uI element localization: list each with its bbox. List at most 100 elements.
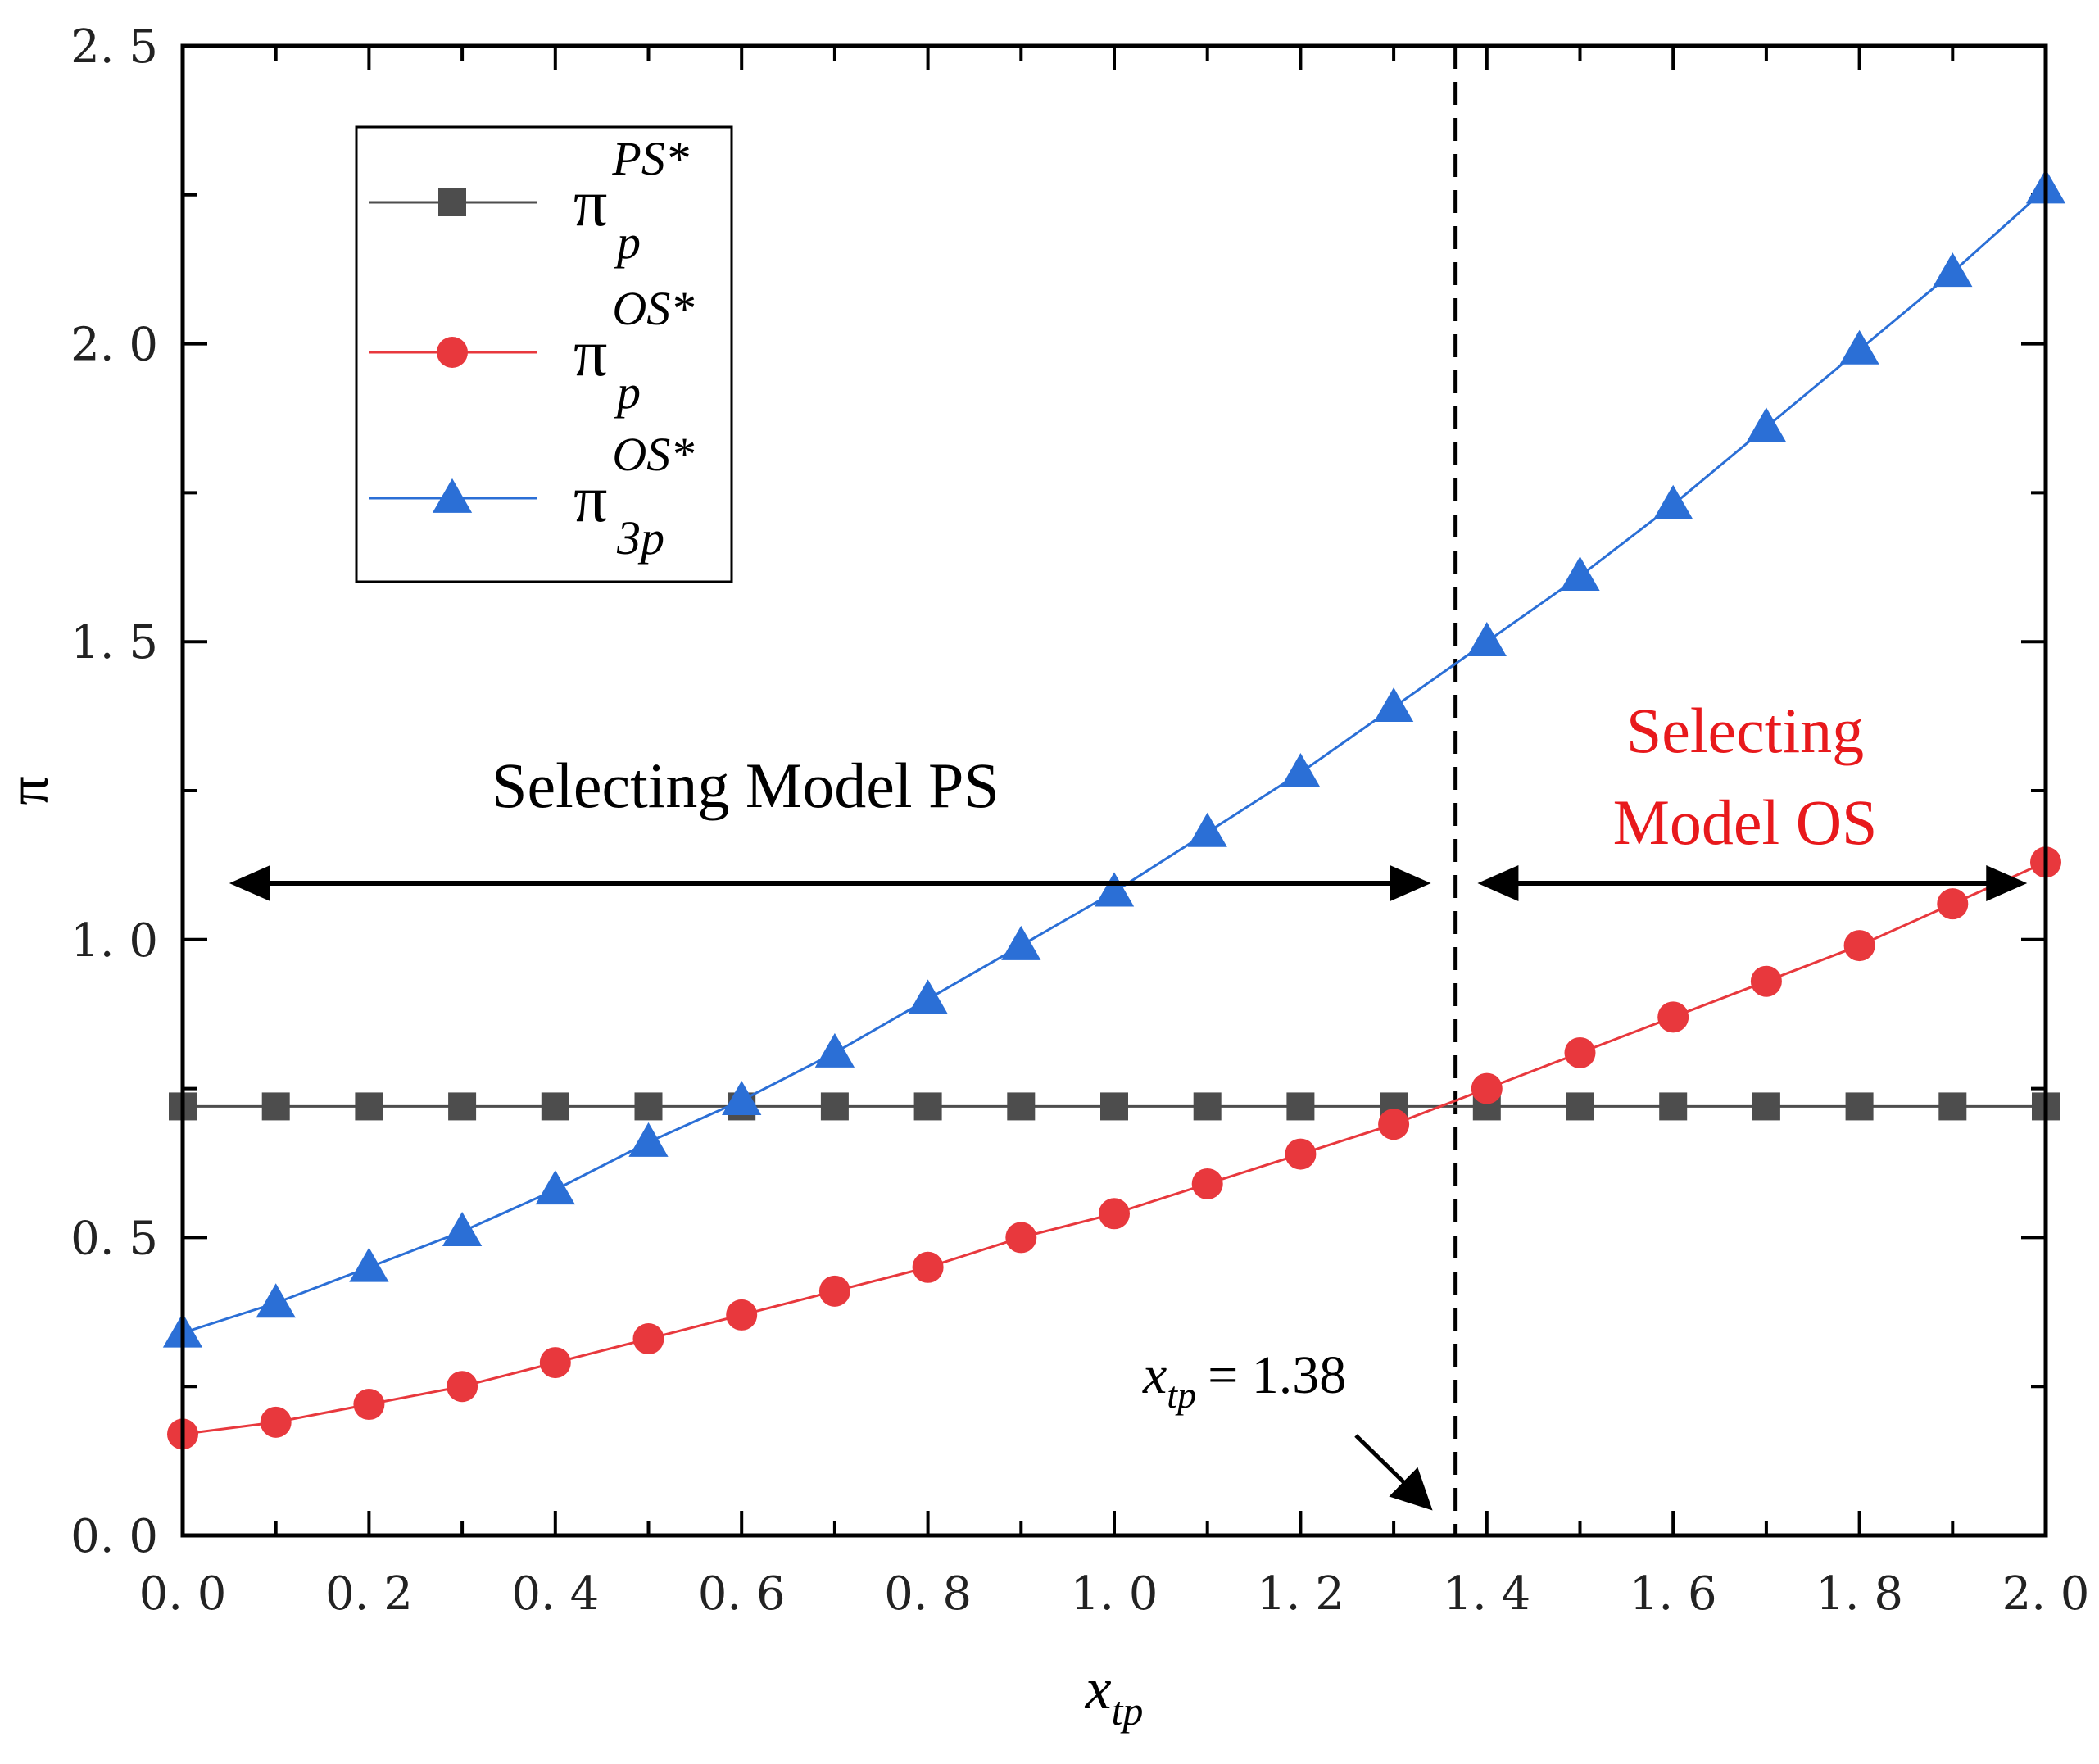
series-square xyxy=(169,1092,2060,1121)
arrow-head-left xyxy=(1477,865,1519,901)
x-tick-label: 1. 2 xyxy=(1257,1567,1344,1621)
arrow-head-left xyxy=(229,865,270,901)
data-point-square xyxy=(1938,1092,1967,1121)
double-arrow-ps xyxy=(229,865,1431,901)
x-axis-label: xtp xyxy=(1085,1656,1144,1734)
annotation-selecting-os-line2: Model OS xyxy=(1613,787,1878,858)
threshold-label: xtp = 1.38 xyxy=(1142,1345,1346,1416)
y-axis-label: π xyxy=(0,776,61,805)
data-point-circle xyxy=(726,1299,758,1331)
legend-item-square: πPS* p xyxy=(369,132,689,269)
data-point-square xyxy=(820,1092,849,1121)
data-point-square xyxy=(1007,1092,1036,1121)
data-point-triangle xyxy=(908,979,948,1014)
data-point-circle xyxy=(539,1347,571,1379)
data-point-circle xyxy=(1937,888,1969,920)
legend-box xyxy=(355,125,733,583)
data-point-square xyxy=(1659,1092,1688,1121)
y-tick-label: 2. 0 xyxy=(70,319,158,372)
data-point-triangle xyxy=(628,1122,669,1157)
x-tick-label: 0. 8 xyxy=(884,1567,972,1621)
data-point-triangle xyxy=(722,1080,762,1115)
x-tick-label: 1. 8 xyxy=(1816,1567,1903,1621)
data-point-circle xyxy=(1285,1138,1317,1170)
data-point-triangle xyxy=(1094,872,1135,907)
data-point-square xyxy=(541,1092,569,1121)
data-point-triangle xyxy=(432,478,473,513)
data-point-circle xyxy=(1750,965,1782,997)
x-tick-label: 1. 4 xyxy=(1443,1567,1530,1621)
annotation-selecting-model-ps: Selecting Model PS xyxy=(492,750,1000,821)
data-point-circle xyxy=(1378,1109,1410,1140)
plot-frame xyxy=(180,43,2048,1538)
data-point-triangle xyxy=(1467,622,1507,657)
data-point-triangle xyxy=(1746,407,1787,442)
data-point-circle xyxy=(912,1251,944,1283)
data-point-triangle xyxy=(1373,687,1414,723)
double-arrow-os xyxy=(1477,865,2028,901)
data-point-square xyxy=(355,1092,383,1121)
data-point-triangle xyxy=(1001,925,1041,960)
y-tick-label: 1. 0 xyxy=(70,914,158,968)
data-point-circle xyxy=(1843,930,1875,962)
data-point-circle xyxy=(1471,1072,1503,1104)
data-point-triangle xyxy=(1933,252,1973,288)
data-point-square xyxy=(1100,1092,1128,1121)
annotation-selecting-os-line1: Selecting xyxy=(1626,695,1864,766)
data-point-triangle xyxy=(1281,753,1321,788)
x-tick-label: 0. 0 xyxy=(139,1567,227,1621)
data-point-circle xyxy=(1191,1168,1223,1199)
x-tick-label: 1. 0 xyxy=(1071,1567,1158,1621)
data-point-triangle xyxy=(256,1283,296,1318)
data-point-triangle xyxy=(1187,812,1227,847)
y-tick-label: 0. 0 xyxy=(70,1510,158,1563)
data-point-triangle xyxy=(1560,556,1600,592)
data-point-circle xyxy=(353,1389,385,1421)
arrow-head-right xyxy=(1986,865,2028,901)
legend-label: πOS* p xyxy=(573,282,694,419)
data-point-square xyxy=(634,1092,663,1121)
x-tick-labels: 0. 0 0. 2 0. 4 0. 6 0. 8 1. 0 1. 2 1. 4 1. 6 1. 8… xyxy=(139,1567,2090,1621)
series-circle xyxy=(167,846,2061,1450)
x-tick-label: 0. 6 xyxy=(698,1567,786,1621)
data-point-circle xyxy=(1005,1222,1037,1254)
data-point-square xyxy=(1752,1092,1780,1121)
data-point-square xyxy=(1845,1092,1874,1121)
data-point-circle xyxy=(437,337,468,368)
legend-label: πOS* 3p xyxy=(573,428,694,565)
data-point-circle xyxy=(1564,1036,1596,1068)
data-point-circle xyxy=(818,1275,850,1307)
legend-item-triangle: πOS* 3p xyxy=(369,428,694,565)
data-point-triangle xyxy=(535,1170,575,1205)
y-tick-label: 1. 5 xyxy=(70,616,158,669)
data-point-circle xyxy=(1099,1198,1130,1230)
x-tick-label: 1. 6 xyxy=(1630,1567,1717,1621)
x-tick-label: 2. 0 xyxy=(2002,1567,2090,1621)
y-tick-labels: 0. 0 0. 5 1. 0 1. 5 2. 0 2. 5 xyxy=(70,20,158,1563)
arrow-head-right xyxy=(1390,865,1431,901)
data-point-triangle xyxy=(442,1211,483,1246)
axis-ticks xyxy=(181,44,2047,1537)
data-point-square xyxy=(1193,1092,1222,1121)
x-tick-label: 0. 2 xyxy=(325,1567,413,1621)
data-point-square xyxy=(913,1092,942,1121)
data-point-square xyxy=(1566,1092,1594,1121)
threshold-pointer-arrow xyxy=(1354,1434,1433,1511)
y-tick-label: 2. 5 xyxy=(70,20,158,74)
legend-label: πPS* p xyxy=(573,132,689,269)
data-point-circle xyxy=(632,1323,664,1355)
data-point-square xyxy=(261,1092,290,1121)
data-point-triangle xyxy=(814,1032,855,1068)
x-tick-label: 0. 4 xyxy=(511,1567,599,1621)
legend-item-circle: πOS* p xyxy=(369,282,694,419)
series-line xyxy=(182,860,2047,1435)
data-point-circle xyxy=(1657,1001,1689,1033)
data-point-square xyxy=(1286,1092,1315,1121)
data-point-square xyxy=(448,1092,477,1121)
y-tick-label: 0. 5 xyxy=(70,1212,158,1265)
data-point-triangle xyxy=(1839,329,1879,365)
data-point-triangle xyxy=(349,1247,389,1282)
data-point-triangle xyxy=(1653,484,1693,519)
